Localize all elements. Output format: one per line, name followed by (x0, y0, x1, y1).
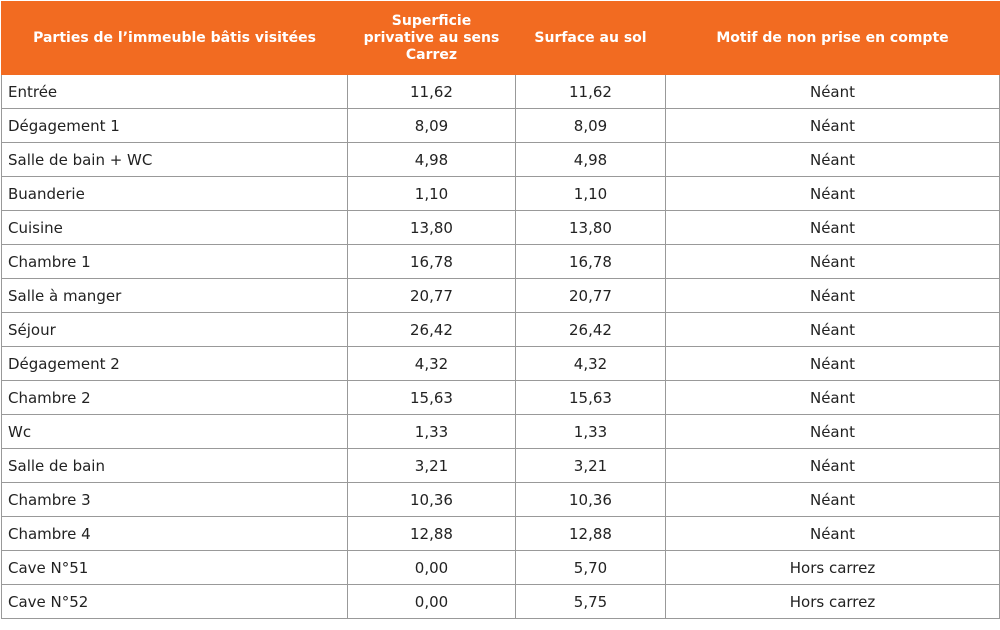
table-cell: Salle à manger (1, 278, 348, 313)
table-cell: Néant (665, 244, 1000, 279)
table-cell: Entrée (1, 74, 348, 109)
table-cell: 20,77 (515, 278, 666, 313)
table-cell: 0,00 (347, 550, 516, 585)
table-cell: 11,62 (347, 74, 516, 109)
table-row: Wc 1,33 1,33 Néant (1, 414, 1000, 449)
table-row: Salle de bain 3,21 3,21 Néant (1, 448, 1000, 483)
table-row: Chambre 4 12,88 12,88 Néant (1, 516, 1000, 551)
table-cell: 1,10 (347, 176, 516, 211)
table-cell: Buanderie (1, 176, 348, 211)
table-cell: Wc (1, 414, 348, 449)
header-row: Parties de l’immeuble bâtis visitées Supe… (1, 1, 1000, 75)
table-row: Dégagement 2 4,32 4,32 Néant (1, 346, 1000, 381)
column-header: Parties de l’immeuble bâtis visitées (1, 1, 348, 75)
table-cell: Chambre 2 (1, 380, 348, 415)
table-cell: 26,42 (347, 312, 516, 347)
table-cell: Chambre 4 (1, 516, 348, 551)
table-cell: 13,80 (515, 210, 666, 245)
table-cell: Hors carrez (665, 550, 1000, 585)
table-row: Chambre 2 15,63 15,63 Néant (1, 380, 1000, 415)
table-row: Cuisine 13,80 13,80 Néant (1, 210, 1000, 245)
table-cell: 16,78 (515, 244, 666, 279)
table-cell: 16,78 (347, 244, 516, 279)
table-cell: 3,21 (515, 448, 666, 483)
table-cell: Néant (665, 210, 1000, 245)
table-cell: Néant (665, 74, 1000, 109)
table-cell: Dégagement 2 (1, 346, 348, 381)
table-cell: Néant (665, 108, 1000, 143)
table-cell: 1,33 (347, 414, 516, 449)
table-cell: Néant (665, 482, 1000, 517)
table-cell: Néant (665, 142, 1000, 177)
table-cell: Salle de bain + WC (1, 142, 348, 177)
table-cell: 4,98 (515, 142, 666, 177)
column-header: Motif de non prise en compte (665, 1, 1000, 75)
table-cell: 1,10 (515, 176, 666, 211)
table-row: Dégagement 1 8,09 8,09 Néant (1, 108, 1000, 143)
table-cell: 8,09 (347, 108, 516, 143)
table-row: Entrée 11,62 11,62 Néant (1, 74, 1000, 109)
table-cell: Néant (665, 312, 1000, 347)
table-row: Séjour 26,42 26,42 Néant (1, 312, 1000, 347)
table-cell: Cuisine (1, 210, 348, 245)
table-row: Salle de bain + WC 4,98 4,98 Néant (1, 142, 1000, 177)
table-cell: 12,88 (347, 516, 516, 551)
table-cell: 12,88 (515, 516, 666, 551)
column-header: Superficie privative au sens Carrez (347, 1, 516, 75)
table-cell: 4,98 (347, 142, 516, 177)
table-cell: 26,42 (515, 312, 666, 347)
column-header: Surface au sol (515, 1, 666, 75)
table-cell: 15,63 (347, 380, 516, 415)
table-body: Entrée 11,62 11,62 Néant Dégagement 1 8,09 8,0… (1, 74, 1000, 619)
table-row: Salle à manger 20,77 20,77 Néant (1, 278, 1000, 313)
table-cell: 10,36 (515, 482, 666, 517)
table-cell: 4,32 (347, 346, 516, 381)
table-cell: Néant (665, 278, 1000, 313)
table-cell: Chambre 1 (1, 244, 348, 279)
table-cell: Néant (665, 346, 1000, 381)
table-cell: Néant (665, 176, 1000, 211)
table-cell: Néant (665, 448, 1000, 483)
table-cell: 8,09 (515, 108, 666, 143)
table-cell: 10,36 (347, 482, 516, 517)
surface-table: Parties de l’immeuble bâtis visitées Supe… (1, 1, 1000, 619)
table-cell: Séjour (1, 312, 348, 347)
table-row: Chambre 1 16,78 16,78 Néant (1, 244, 1000, 279)
table-cell: 20,77 (347, 278, 516, 313)
table-cell: 11,62 (515, 74, 666, 109)
table-row: Cave N°52 0,00 5,75 Hors carrez (1, 584, 1000, 619)
table-cell: Cave N°52 (1, 584, 348, 619)
table-cell: Dégagement 1 (1, 108, 348, 143)
table-cell: Chambre 3 (1, 482, 348, 517)
table-cell: Néant (665, 414, 1000, 449)
table-row: Cave N°51 0,00 5,70 Hors carrez (1, 550, 1000, 585)
table-cell: Néant (665, 516, 1000, 551)
table-row: Chambre 3 10,36 10,36 Néant (1, 482, 1000, 517)
table-cell: 4,32 (515, 346, 666, 381)
table-cell: 3,21 (347, 448, 516, 483)
table-cell: Salle de bain (1, 448, 348, 483)
table-cell: Néant (665, 380, 1000, 415)
table-cell: 13,80 (347, 210, 516, 245)
table-cell: 0,00 (347, 584, 516, 619)
table-cell: Hors carrez (665, 584, 1000, 619)
table-cell: 1,33 (515, 414, 666, 449)
table-cell: 5,75 (515, 584, 666, 619)
table-row: Buanderie 1,10 1,10 Néant (1, 176, 1000, 211)
table-cell: 5,70 (515, 550, 666, 585)
table-cell: Cave N°51 (1, 550, 348, 585)
table-cell: 15,63 (515, 380, 666, 415)
